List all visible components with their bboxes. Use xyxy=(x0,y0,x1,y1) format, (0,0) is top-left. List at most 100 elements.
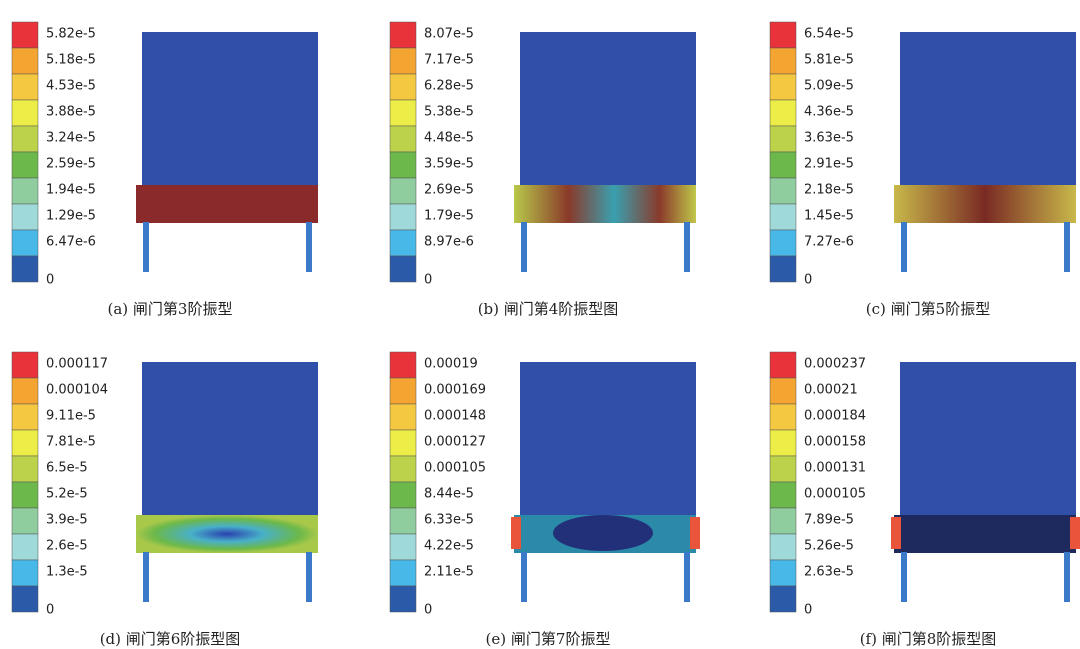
legend-swatch xyxy=(12,586,38,612)
legend-label: 8.97e-6 xyxy=(424,235,474,250)
gate-block xyxy=(520,362,696,518)
legend-label: 7.81e-5 xyxy=(46,435,96,450)
gate-block xyxy=(142,32,318,188)
legend-swatch xyxy=(12,178,38,204)
legend-label: 8.44e-5 xyxy=(424,487,474,502)
legend-label: 9.11e-5 xyxy=(46,409,96,424)
legend-swatch xyxy=(770,482,796,508)
legend-swatch xyxy=(12,48,38,74)
legend-swatch xyxy=(12,404,38,430)
legend-label: 5.81e-5 xyxy=(804,53,854,68)
legend-label: 0.000127 xyxy=(424,435,486,450)
legend-swatch xyxy=(770,456,796,482)
legend-label: 0.000158 xyxy=(804,435,866,450)
legend-swatch xyxy=(770,378,796,404)
legend-label: 3.9e-5 xyxy=(46,513,88,528)
legend-swatch xyxy=(770,48,796,74)
legend-label: 4.22e-5 xyxy=(424,539,474,554)
legend-swatch xyxy=(12,378,38,404)
gate-band xyxy=(894,185,1076,223)
legend-swatch xyxy=(12,100,38,126)
legend-label: 6.5e-5 xyxy=(46,461,88,476)
legend-label: 0 xyxy=(804,273,812,288)
gate-leg xyxy=(901,552,907,602)
legend-label: 0 xyxy=(424,603,432,618)
legend-swatch xyxy=(390,74,416,100)
legend-swatch xyxy=(12,508,38,534)
gate-block xyxy=(900,362,1076,518)
legend-swatch xyxy=(390,430,416,456)
caption: (d) 闸门第6阶振型图 xyxy=(100,630,241,648)
gate-block xyxy=(900,32,1076,188)
legend-swatch xyxy=(12,152,38,178)
legend-label: 5.2e-5 xyxy=(46,487,88,502)
legend-swatch xyxy=(770,100,796,126)
gate-leg xyxy=(1064,222,1070,272)
legend-label: 0.000117 xyxy=(46,357,108,372)
edge-hot xyxy=(891,517,901,549)
gate-band xyxy=(136,185,318,223)
legend-swatch xyxy=(12,430,38,456)
legend-swatch xyxy=(390,482,416,508)
legend-swatch xyxy=(770,586,796,612)
gate-leg xyxy=(306,222,312,272)
legend-swatch xyxy=(390,256,416,282)
legend-label: 5.26e-5 xyxy=(804,539,854,554)
gate-band xyxy=(894,515,1076,553)
legend-label: 0.00021 xyxy=(804,383,858,398)
legend-swatch xyxy=(12,560,38,586)
legend-label: 2.6e-5 xyxy=(46,539,88,554)
legend-swatch xyxy=(12,534,38,560)
gate-leg xyxy=(684,222,690,272)
legend-label: 0.000237 xyxy=(804,357,866,372)
gate-leg xyxy=(143,222,149,272)
legend-swatch xyxy=(770,508,796,534)
gate-leg xyxy=(143,552,149,602)
legend-label: 3.88e-5 xyxy=(46,105,96,120)
gate-band xyxy=(136,515,318,553)
legend-swatch xyxy=(12,74,38,100)
legend-swatch xyxy=(770,404,796,430)
legend-swatch xyxy=(770,74,796,100)
legend-label: 6.54e-5 xyxy=(804,27,854,42)
gate-leg xyxy=(306,552,312,602)
edge-hot xyxy=(690,517,700,549)
legend-swatch xyxy=(390,230,416,256)
legend-swatch xyxy=(12,352,38,378)
gate-leg xyxy=(521,222,527,272)
legend-swatch xyxy=(770,352,796,378)
legend-swatch xyxy=(770,22,796,48)
legend-swatch xyxy=(12,230,38,256)
legend-label: 4.48e-5 xyxy=(424,131,474,146)
caption: (c) 闸门第5阶振型 xyxy=(866,300,990,318)
legend-swatch xyxy=(390,152,416,178)
legend-swatch xyxy=(770,430,796,456)
legend-label: 2.18e-5 xyxy=(804,183,854,198)
legend-swatch xyxy=(12,482,38,508)
legend-swatch xyxy=(12,126,38,152)
legend-label: 3.59e-5 xyxy=(424,157,474,172)
legend-swatch xyxy=(770,256,796,282)
legend-swatch xyxy=(390,586,416,612)
legend-swatch xyxy=(770,152,796,178)
legend-label: 1.29e-5 xyxy=(46,209,96,224)
legend-swatch xyxy=(12,204,38,230)
legend-label: 5.82e-5 xyxy=(46,27,96,42)
legend-label: 1.3e-5 xyxy=(46,565,88,580)
legend-label: 7.17e-5 xyxy=(424,53,474,68)
legend-swatch xyxy=(390,560,416,586)
legend-label: 6.47e-6 xyxy=(46,235,96,250)
legend-label: 5.18e-5 xyxy=(46,53,96,68)
legend-label: 0 xyxy=(424,273,432,288)
legend-label: 4.53e-5 xyxy=(46,79,96,94)
legend-swatch xyxy=(12,456,38,482)
legend-swatch xyxy=(770,178,796,204)
legend-label: 7.27e-6 xyxy=(804,235,854,250)
legend-swatch xyxy=(390,22,416,48)
legend-label: 6.28e-5 xyxy=(424,79,474,94)
legend-swatch xyxy=(390,508,416,534)
caption: (a) 闸门第3阶振型 xyxy=(108,300,233,318)
legend-label: 5.38e-5 xyxy=(424,105,474,120)
gate-block xyxy=(142,362,318,518)
legend-label: 1.45e-5 xyxy=(804,209,854,224)
